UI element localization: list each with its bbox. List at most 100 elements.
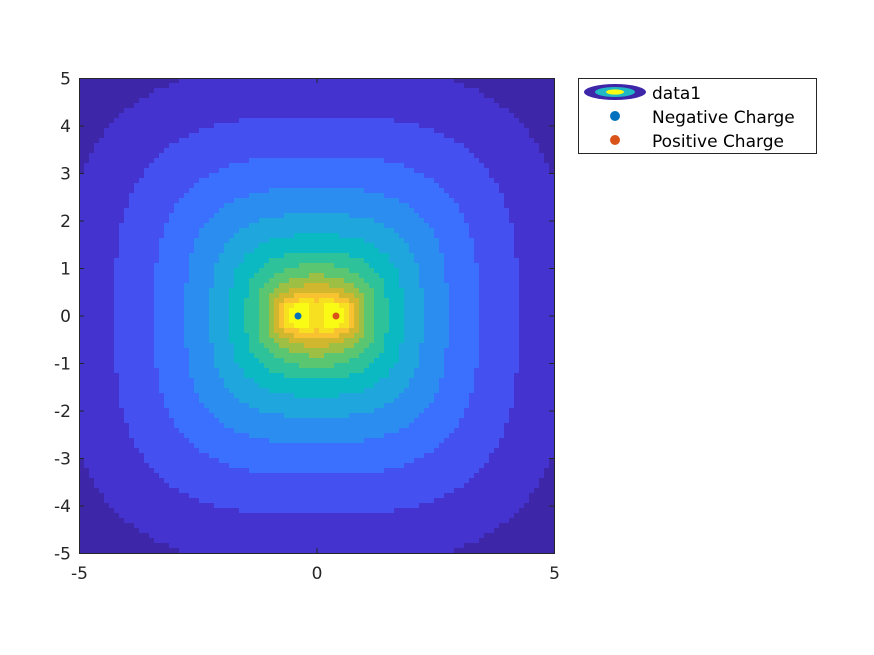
contour-cell bbox=[244, 328, 250, 334]
contour-cell bbox=[239, 98, 245, 104]
contour-cell bbox=[549, 303, 555, 309]
contour-cell bbox=[324, 213, 330, 219]
contour-cell bbox=[119, 183, 125, 189]
contour-cell bbox=[244, 208, 250, 214]
contour-cell bbox=[369, 213, 375, 219]
contour-cell bbox=[394, 93, 400, 99]
contour-cell bbox=[409, 263, 415, 269]
contour-cell bbox=[169, 328, 175, 334]
contour-cell bbox=[119, 133, 125, 139]
contour-cell bbox=[174, 133, 180, 139]
contour-cell bbox=[269, 78, 275, 84]
contour-cell bbox=[389, 168, 395, 174]
contour-cell bbox=[494, 178, 500, 184]
contour-cell bbox=[124, 263, 130, 269]
contour-cell bbox=[389, 223, 395, 229]
contour-cell bbox=[194, 138, 200, 144]
contour-cell bbox=[119, 318, 125, 324]
contour-cell bbox=[284, 333, 290, 339]
contour-cell bbox=[124, 308, 130, 314]
contour-cell bbox=[114, 298, 120, 304]
contour-cell bbox=[344, 118, 350, 124]
contour-cell bbox=[124, 183, 130, 189]
contour-cell bbox=[354, 188, 360, 194]
contour-cell bbox=[249, 183, 255, 189]
contour-cell bbox=[229, 253, 235, 259]
contour-cell bbox=[239, 293, 245, 299]
contour-cell bbox=[434, 178, 440, 184]
contour-cell bbox=[259, 93, 265, 99]
contour-cell bbox=[164, 253, 170, 259]
contour-cell bbox=[504, 233, 510, 239]
contour-cell bbox=[304, 278, 310, 284]
contour-cell bbox=[414, 263, 420, 269]
contour-cell bbox=[409, 113, 415, 119]
contour-cell bbox=[209, 323, 215, 329]
contour-cell bbox=[234, 298, 240, 304]
contour-cell bbox=[389, 323, 395, 329]
contour-cell bbox=[209, 263, 215, 269]
contour-cell bbox=[429, 148, 435, 154]
contour-cell bbox=[299, 158, 305, 164]
contour-cell bbox=[389, 183, 395, 189]
contour-cell bbox=[434, 333, 440, 339]
contour-cell bbox=[489, 203, 495, 209]
contour-cell bbox=[79, 178, 85, 184]
contour-cell bbox=[94, 243, 100, 249]
contour-cell bbox=[414, 293, 420, 299]
contour-cell bbox=[534, 308, 540, 314]
contour-cell bbox=[129, 278, 135, 284]
contour-cell bbox=[354, 253, 360, 259]
contour-cell bbox=[264, 178, 270, 184]
contour-cell bbox=[509, 188, 515, 194]
contour-cell bbox=[369, 123, 375, 129]
contour-cell bbox=[104, 298, 110, 304]
contour-cell bbox=[329, 268, 335, 274]
contour-cell bbox=[369, 103, 375, 109]
contour-cell bbox=[399, 133, 405, 139]
contour-cell bbox=[454, 288, 460, 294]
contour-cell bbox=[134, 113, 140, 119]
contour-cell bbox=[339, 153, 345, 159]
contour-cell bbox=[514, 218, 520, 224]
contour-cell bbox=[469, 83, 475, 89]
contour-cell bbox=[514, 268, 520, 274]
contour-cell bbox=[549, 88, 555, 94]
contour-cell bbox=[99, 173, 105, 179]
contour-cell bbox=[399, 328, 405, 334]
contour-cell bbox=[524, 298, 530, 304]
contour-cell bbox=[194, 283, 200, 289]
contour-cell bbox=[129, 203, 135, 209]
contour-cell bbox=[414, 78, 420, 84]
contour-cell bbox=[424, 233, 430, 239]
contour-cell bbox=[169, 323, 175, 329]
contour-cell bbox=[234, 313, 240, 319]
contour-cell bbox=[399, 323, 405, 329]
contour-cell bbox=[149, 253, 155, 259]
contour-cell bbox=[474, 178, 480, 184]
contour-cell bbox=[244, 258, 250, 264]
contour-cell bbox=[309, 203, 315, 209]
contour-cell bbox=[489, 188, 495, 194]
contour-cell bbox=[224, 213, 230, 219]
contour-cell bbox=[379, 178, 385, 184]
contour-cell bbox=[539, 278, 545, 284]
contour-cell bbox=[509, 268, 515, 274]
contour-cell bbox=[89, 193, 95, 199]
contour-cell bbox=[454, 148, 460, 154]
contour-cell bbox=[394, 178, 400, 184]
contour-cell bbox=[364, 323, 370, 329]
contour-cell bbox=[499, 313, 505, 319]
contour-cell bbox=[229, 228, 235, 234]
contour-cell bbox=[494, 238, 500, 244]
contour-cell bbox=[374, 183, 380, 189]
contour-cell bbox=[389, 248, 395, 254]
contour-cell bbox=[379, 138, 385, 144]
contour-cell bbox=[214, 223, 220, 229]
contour-cell bbox=[499, 268, 505, 274]
contour-cell bbox=[214, 133, 220, 139]
contour-cell bbox=[174, 103, 180, 109]
contour-cell bbox=[404, 223, 410, 229]
contour-cell bbox=[134, 193, 140, 199]
contour-cell bbox=[109, 108, 115, 114]
